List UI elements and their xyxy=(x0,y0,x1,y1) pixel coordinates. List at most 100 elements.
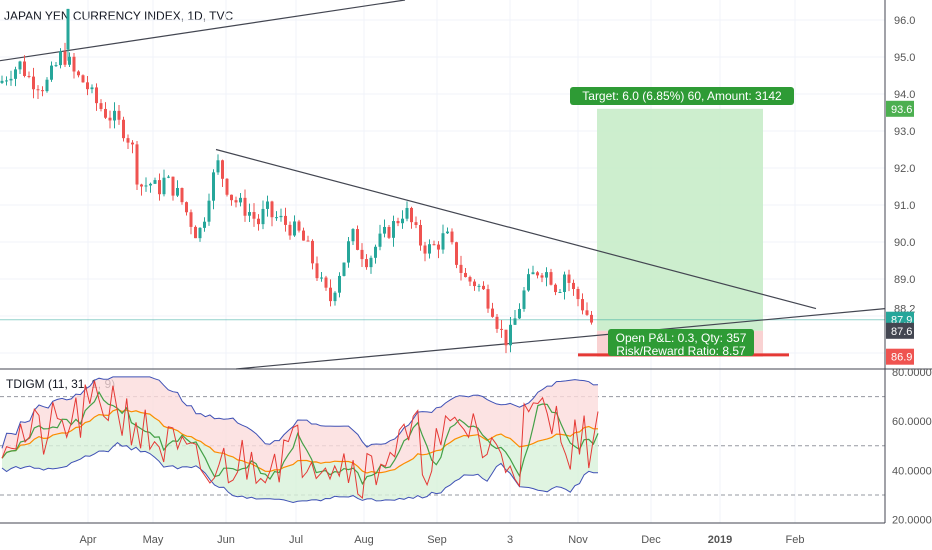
candle-body xyxy=(455,242,458,265)
price-tick-label: 93.0 xyxy=(894,126,915,138)
candle-body xyxy=(410,207,413,223)
candle-body xyxy=(342,262,346,276)
candle-body xyxy=(117,110,121,120)
candle-body xyxy=(347,241,350,263)
target-zone xyxy=(597,108,763,331)
candle-body xyxy=(54,65,58,67)
candle-body xyxy=(72,56,76,72)
candle-body xyxy=(279,215,283,218)
candle-body xyxy=(275,217,278,219)
candle-body xyxy=(288,224,292,236)
candle-body xyxy=(450,231,454,243)
candle-body xyxy=(509,324,512,346)
price-level-label: 87.6 xyxy=(891,326,912,338)
price-level-badge xyxy=(886,322,914,339)
candle-body xyxy=(486,289,490,309)
candle-body xyxy=(149,183,152,186)
candle-body xyxy=(266,201,269,209)
candle-body xyxy=(540,275,544,278)
candle-body xyxy=(437,244,440,250)
candle-body xyxy=(374,246,377,258)
upper-band-line xyxy=(1,376,599,449)
candle-body xyxy=(68,56,71,65)
time-tick-label: Nov xyxy=(568,534,588,546)
candle-body xyxy=(581,299,584,311)
candle-body xyxy=(252,212,256,219)
candle-body xyxy=(14,69,17,79)
candle-body xyxy=(108,117,112,121)
candle-body xyxy=(464,272,467,278)
candle-body xyxy=(405,207,409,219)
candle-body xyxy=(333,292,337,302)
candle-body xyxy=(126,138,130,143)
pnl-label-text: Risk/Reward Ratio: 8.57 xyxy=(616,344,746,358)
candle-body xyxy=(590,314,593,323)
candle-body xyxy=(491,308,494,317)
candle-body xyxy=(468,277,472,282)
price-plot[interactable]: Target: 6.0 (6.85%) 60, Amount: 3142 Open… xyxy=(0,0,886,370)
candle-body xyxy=(401,218,404,224)
candle-body xyxy=(315,263,319,279)
candle-body xyxy=(5,80,8,82)
candle-body xyxy=(545,272,548,278)
time-tick-label: Feb xyxy=(786,534,805,546)
candle-body xyxy=(428,244,431,254)
candle-body xyxy=(329,287,332,302)
candle-body xyxy=(531,272,535,275)
candle-body xyxy=(221,160,224,179)
candle-body xyxy=(153,180,157,184)
candle-body xyxy=(59,51,62,66)
candle-body xyxy=(216,160,220,173)
time-tick-label: Dec xyxy=(641,534,661,546)
candle-body xyxy=(365,259,368,268)
candle-body xyxy=(396,221,400,224)
candle-body xyxy=(522,290,526,309)
indicator-tick-label: 40.0000 xyxy=(892,465,932,477)
candle-body xyxy=(360,249,364,260)
indicator-plot[interactable] xyxy=(0,376,885,504)
candle-body xyxy=(293,221,296,236)
candle-body xyxy=(95,87,98,104)
candle-body xyxy=(500,328,503,330)
candle-body xyxy=(477,285,481,287)
candle-body xyxy=(32,76,35,90)
pnl-label-bg xyxy=(608,329,754,356)
candle-body xyxy=(122,119,125,139)
time-tick-label: May xyxy=(143,534,164,546)
candle-body xyxy=(504,329,508,346)
candle-body xyxy=(203,221,206,228)
candle-body xyxy=(446,231,449,234)
price-level-badge xyxy=(886,348,914,365)
candle-body xyxy=(189,212,193,227)
time-tick-label: Jun xyxy=(217,534,235,546)
candle-body xyxy=(248,212,251,216)
candle-body xyxy=(225,178,229,195)
candle-body xyxy=(284,215,287,225)
candle-body xyxy=(392,221,395,238)
candle-body xyxy=(18,61,22,70)
candle-body xyxy=(113,110,116,121)
candle-body xyxy=(131,142,134,145)
candle-body xyxy=(99,103,103,109)
candle-body xyxy=(423,245,427,254)
indicator-tick-label: 80.0000 xyxy=(892,367,932,379)
price-tick-label: 90.0 xyxy=(894,237,915,249)
candle-body xyxy=(0,80,4,83)
candle-body xyxy=(378,233,382,247)
candle-body xyxy=(459,264,463,273)
price-tick-label: 94.0 xyxy=(894,89,915,101)
candle-body xyxy=(527,274,530,291)
candle-body xyxy=(270,201,274,218)
target-label-bg xyxy=(570,87,794,105)
candle-body xyxy=(140,184,143,187)
lower-band-fill xyxy=(2,409,598,503)
candle-body xyxy=(351,229,355,242)
price-line xyxy=(1,380,599,500)
candle-body xyxy=(567,274,571,283)
slow-line xyxy=(1,408,598,474)
target-label-text: Target: 6.0 (6.85%) 60, Amount: 3142 xyxy=(582,89,782,103)
candle-body xyxy=(558,291,562,293)
candle-body xyxy=(9,78,13,81)
candle-body xyxy=(27,75,31,77)
